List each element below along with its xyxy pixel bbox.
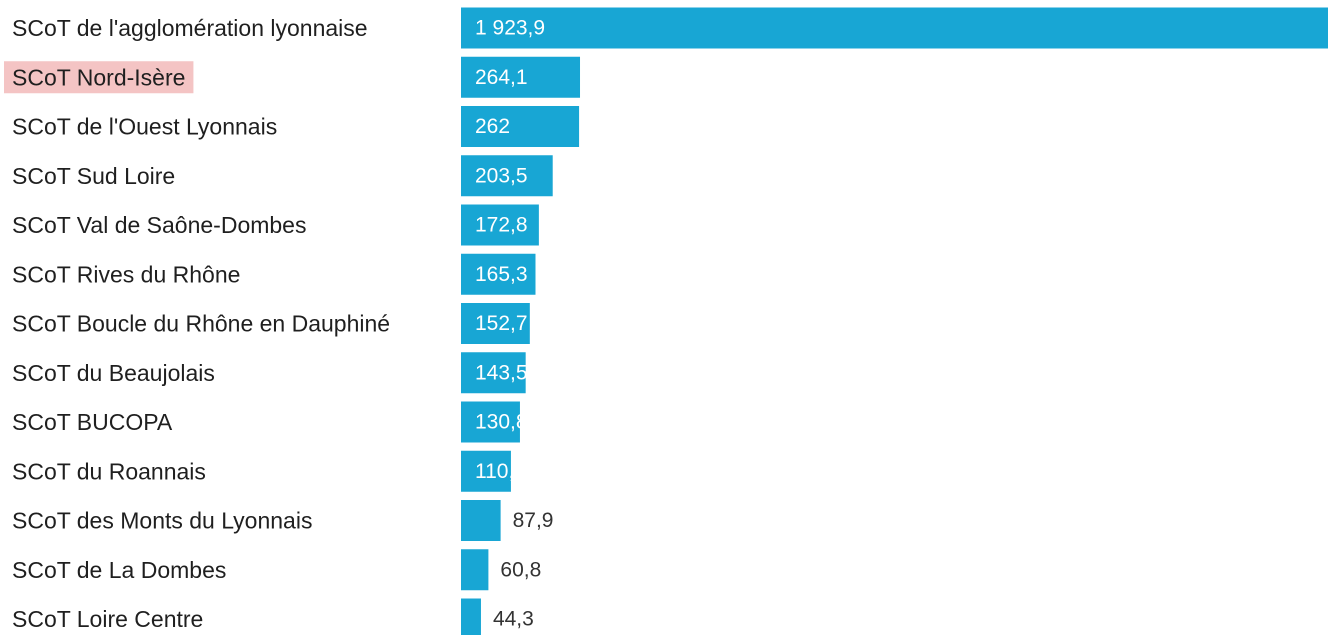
category-label: SCoT de La Dombes — [12, 557, 226, 583]
value-label: 264,1 — [475, 66, 528, 89]
category-label: SCoT Rives du Rhône — [12, 261, 240, 287]
bar — [461, 450, 511, 492]
category-label: SCoT Val de Saône-Dombes — [12, 212, 306, 238]
category-label: SCoT Nord-Isère — [12, 64, 185, 90]
value-label: 203,5 — [475, 164, 528, 187]
value-label: 1 923,9 — [475, 17, 545, 40]
bar — [461, 155, 553, 197]
value-label: 172,8 — [475, 214, 528, 237]
bar — [461, 7, 1328, 49]
category-label: SCoT du Roannais — [12, 458, 206, 484]
bar — [461, 598, 481, 635]
category-label: SCoT Sud Loire — [12, 163, 175, 189]
bar — [461, 56, 581, 98]
value-label: 143,5 — [475, 361, 528, 384]
bar — [461, 549, 489, 591]
category-label: SCoT de l'agglomération lyonnaise — [12, 15, 368, 41]
bar — [461, 352, 526, 394]
category-label: SCoT du Beaujolais — [12, 360, 215, 386]
bar — [461, 204, 539, 246]
bar — [461, 500, 501, 541]
value-label: 262 — [475, 115, 510, 138]
category-label: SCoT Boucle du Rhône en Dauphiné — [12, 311, 390, 337]
value-label: 130,8 — [475, 411, 528, 434]
bar — [461, 253, 536, 295]
bar — [461, 106, 580, 147]
value-label: 44,3 — [493, 608, 534, 631]
value-label: 110,8 — [475, 460, 526, 483]
bar — [461, 401, 520, 443]
value-label: 152,7 — [475, 312, 528, 335]
value-label: 165,3 — [475, 263, 528, 286]
value-label: 60,8 — [500, 558, 541, 581]
category-highlight — [4, 61, 194, 94]
category-label: SCoT Loire Centre — [12, 606, 203, 632]
category-label: SCoT de l'Ouest Lyonnais — [12, 114, 277, 140]
category-label: SCoT des Monts du Lyonnais — [12, 508, 312, 534]
value-label: 87,9 — [513, 509, 554, 532]
category-label: SCoT BUCOPA — [12, 409, 173, 435]
bar — [461, 303, 530, 344]
